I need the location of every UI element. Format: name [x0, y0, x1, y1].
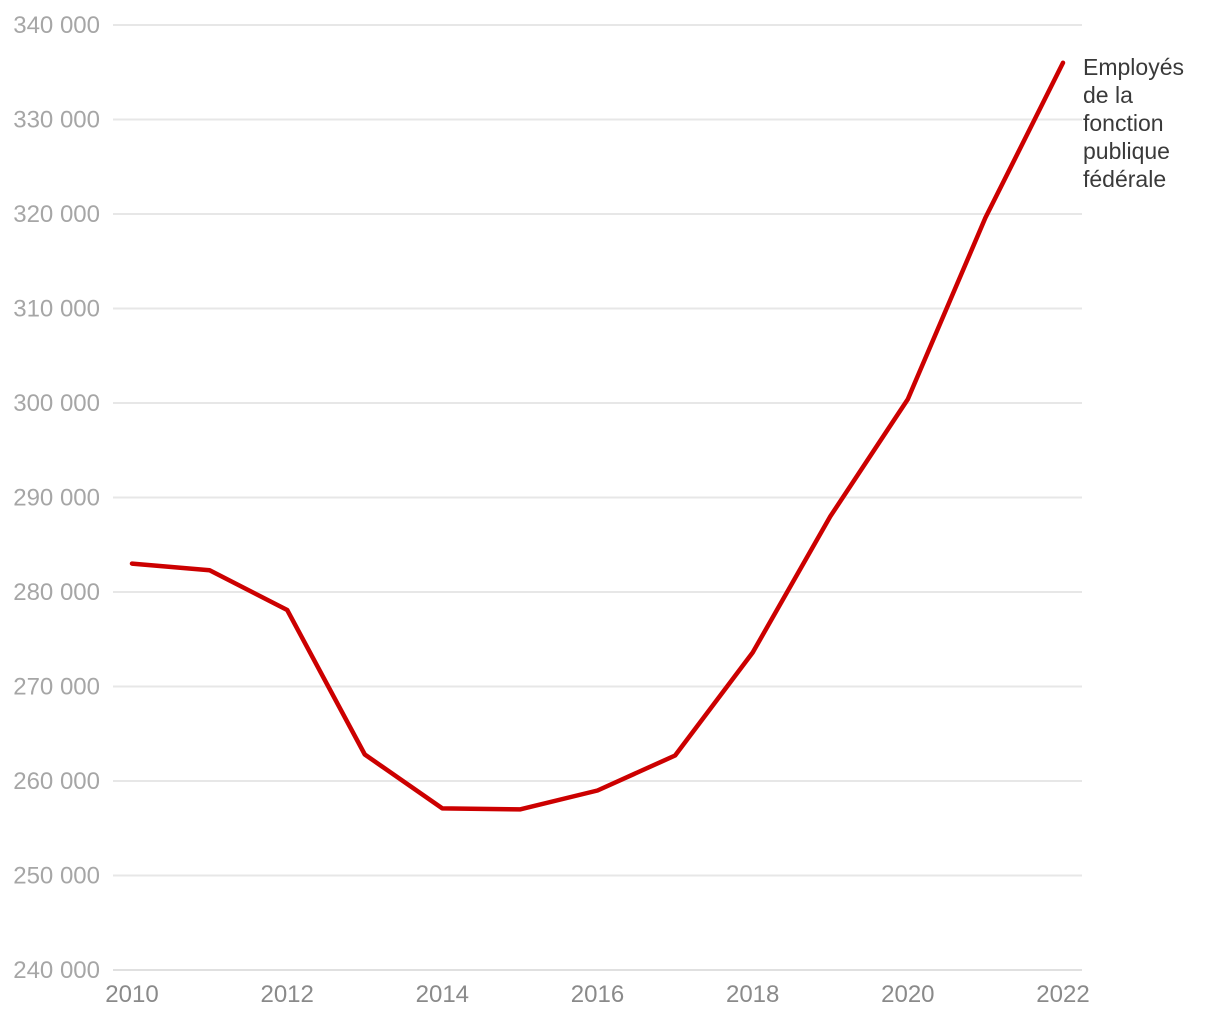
series-label: Employés de la fonction publique fédéral…	[1083, 54, 1184, 192]
x-tick-label: 2022	[1036, 981, 1089, 1008]
x-tick-label: 2020	[881, 981, 934, 1008]
x-tick-label: 2012	[260, 981, 313, 1008]
y-tick-label: 320 000	[13, 201, 100, 228]
data-line	[129, 60, 1066, 812]
y-tick-label: 260 000	[13, 768, 100, 795]
y-tick-label: 290 000	[13, 485, 100, 512]
y-tick-label: 310 000	[13, 296, 100, 323]
y-tick-label: 280 000	[13, 579, 100, 606]
x-tick-label: 2010	[105, 981, 158, 1008]
y-tick-label: 300 000	[13, 390, 100, 417]
y-tick-label: 270 000	[13, 674, 100, 701]
y-tick-label: 250 000	[13, 863, 100, 890]
x-tick-label: 2018	[726, 981, 779, 1008]
y-tick-label: 340 000	[13, 12, 100, 39]
x-tick-label: 2014	[416, 981, 469, 1008]
x-tick-label: 2016	[571, 981, 624, 1008]
y-tick-label: 240 000	[13, 957, 100, 984]
y-tick-label: 330 000	[13, 107, 100, 134]
